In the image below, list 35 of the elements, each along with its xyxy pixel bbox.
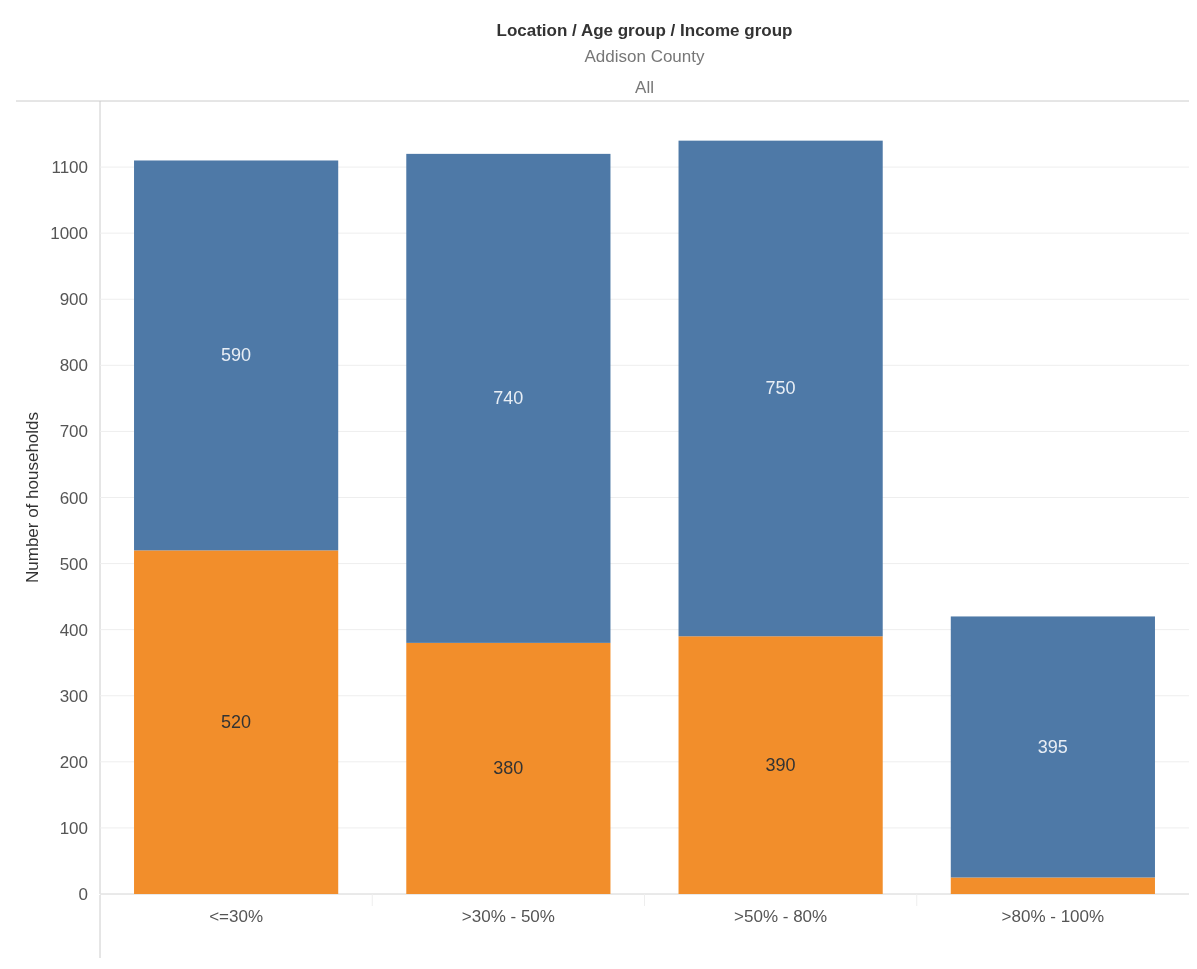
y-tick-label: 500 bbox=[59, 554, 88, 574]
y-tick-label: 0 bbox=[78, 885, 88, 904]
data-label: 520 bbox=[221, 712, 252, 733]
y-tick-label: 800 bbox=[59, 356, 88, 376]
y-tick-label: 700 bbox=[59, 422, 88, 442]
data-label: 590 bbox=[221, 345, 252, 366]
bar bbox=[406, 153, 611, 643]
y-tick-label: 1100 bbox=[51, 158, 88, 178]
bar bbox=[406, 642, 611, 894]
bar bbox=[950, 616, 1155, 878]
y-tick-label: 400 bbox=[59, 620, 88, 640]
bar bbox=[134, 160, 339, 551]
bar bbox=[678, 636, 883, 894]
chart-title: Location / Age group / Income group bbox=[496, 21, 793, 40]
y-tick-label: 200 bbox=[59, 752, 88, 772]
y-axis-title: Number of households bbox=[23, 411, 42, 584]
chart-subtitle: Addison County bbox=[584, 47, 706, 66]
bar bbox=[134, 550, 339, 894]
bar bbox=[950, 877, 1155, 894]
data-label: 395 bbox=[1037, 736, 1068, 757]
x-tick-label: >80% - 100% bbox=[1001, 907, 1105, 926]
data-label: 380 bbox=[493, 758, 524, 779]
data-label: 390 bbox=[765, 755, 796, 776]
x-tick-label: >30% - 50% bbox=[461, 907, 555, 926]
y-tick-label: 900 bbox=[59, 290, 88, 310]
data-label: 750 bbox=[765, 378, 796, 399]
text: All bbox=[635, 78, 654, 97]
y-tick-label: 600 bbox=[59, 488, 88, 508]
bar bbox=[678, 140, 883, 637]
y-tick-label: 1000 bbox=[50, 224, 88, 244]
x-tick-label: <=30% bbox=[209, 907, 264, 926]
data-label: 740 bbox=[493, 388, 524, 409]
y-tick-label: 300 bbox=[59, 686, 88, 706]
x-tick-label: >50% - 80% bbox=[734, 907, 828, 926]
y-tick-label: 100 bbox=[59, 818, 88, 838]
